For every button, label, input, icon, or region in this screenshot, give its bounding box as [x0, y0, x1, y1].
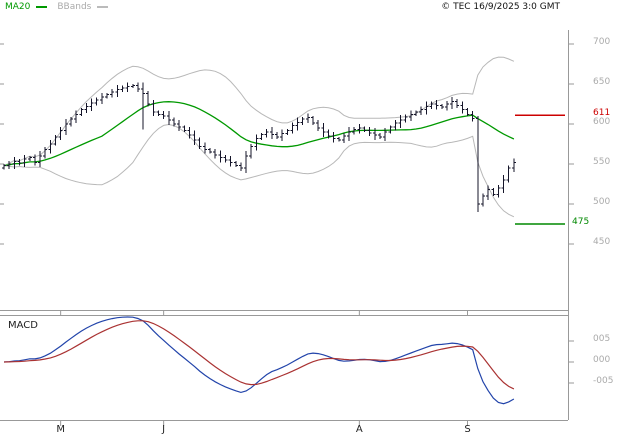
macd-tick: 005 — [593, 334, 611, 344]
price-tick: 600 — [593, 117, 611, 127]
resistance-level-label: 611 — [593, 108, 611, 118]
price-tick: 650 — [593, 77, 611, 87]
month-label: J — [162, 424, 166, 435]
month-label: S — [464, 424, 471, 435]
bbands-line-sample — [97, 6, 109, 8]
price-tick: 700 — [593, 37, 611, 47]
legend-ma20[interactable]: MA20 — [5, 2, 31, 12]
month-label: A — [355, 424, 363, 435]
macd-tick: 000 — [593, 355, 611, 365]
price-tick: 550 — [593, 157, 611, 167]
macd-tick: -005 — [593, 376, 614, 386]
ma20-line-sample — [36, 6, 48, 8]
copyright-text: © TEC 16/9/2025 3:0 GMT — [441, 2, 560, 12]
price-tick: 450 — [593, 237, 611, 247]
macd-panel-title: MACD — [8, 320, 38, 331]
support-level-label: 475 — [572, 217, 590, 227]
legend-bbands[interactable]: BBands — [57, 2, 92, 12]
price-tick: 500 — [593, 197, 611, 207]
month-label: M — [56, 424, 65, 435]
chart-legend: MA20 BBands — [5, 2, 114, 12]
